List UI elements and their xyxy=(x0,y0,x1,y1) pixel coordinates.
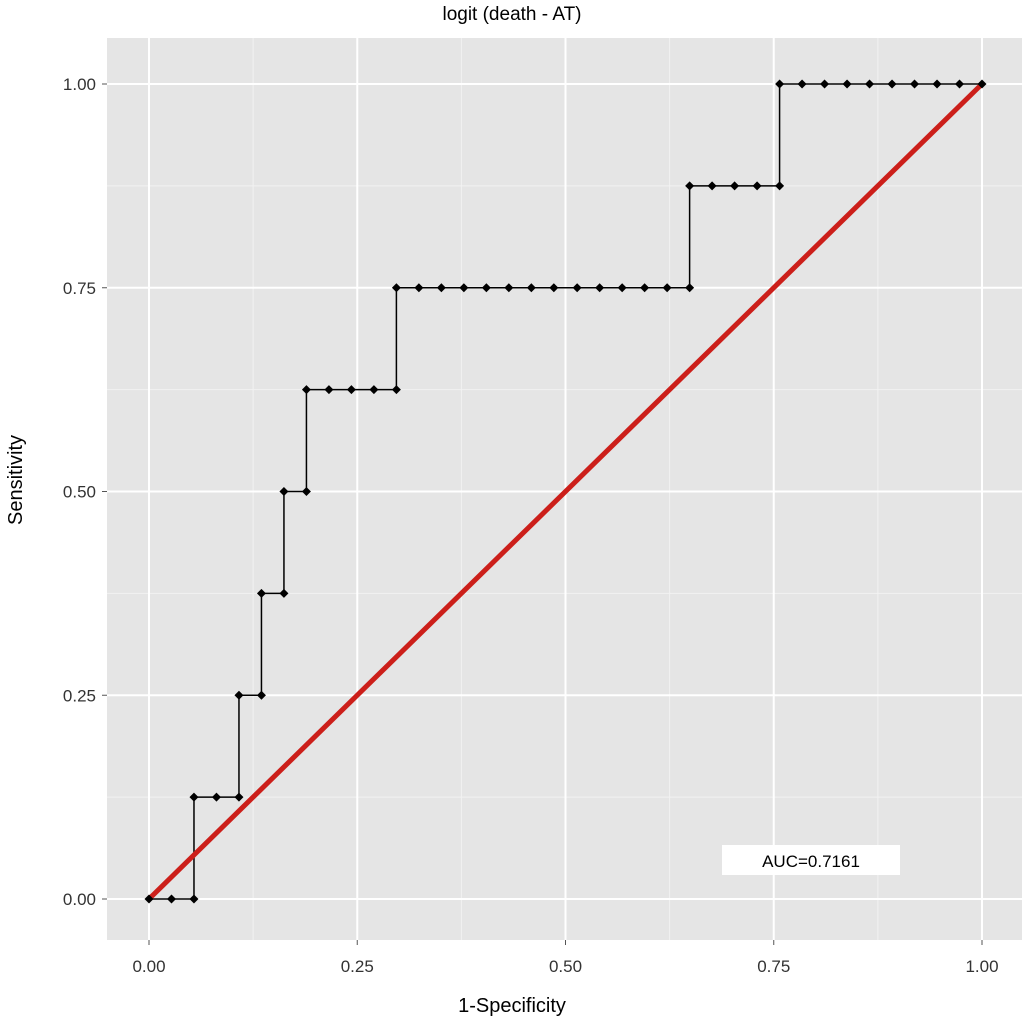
roc-point xyxy=(279,588,289,598)
y-tick-label: 0.25 xyxy=(63,686,96,705)
roc-point xyxy=(234,690,244,700)
y-tick-label: 0.50 xyxy=(63,483,96,502)
x-tick-label: 0.50 xyxy=(549,957,582,976)
auc-label: AUC=0.7161 xyxy=(762,852,860,871)
roc-point xyxy=(279,487,289,496)
roc-point xyxy=(572,283,582,293)
roc-point xyxy=(256,690,266,700)
roc-point xyxy=(369,385,379,395)
roc-point xyxy=(256,588,266,598)
roc-point xyxy=(211,792,221,802)
roc-point xyxy=(662,283,672,293)
roc-point xyxy=(842,79,852,89)
y-axis-label: Sensitivity xyxy=(5,435,27,525)
y-tick-label: 0.75 xyxy=(63,279,96,298)
roc-point xyxy=(865,79,875,89)
roc-curve-line xyxy=(149,83,982,900)
roc-point xyxy=(436,283,446,293)
axis-ticks: 0.00 0.25 0.50 0.75 1.00 0.00 0.25 0.50 0.75 1.00 xyxy=(63,75,999,976)
roc-point xyxy=(481,283,491,293)
roc-point xyxy=(955,79,965,89)
roc-point xyxy=(391,283,401,293)
roc-point xyxy=(685,283,695,293)
x-tick-label: 0.75 xyxy=(757,957,790,976)
roc-point xyxy=(820,79,830,89)
roc-point xyxy=(685,181,695,191)
roc-point xyxy=(144,894,154,904)
roc-point xyxy=(414,283,424,293)
roc-point xyxy=(707,181,717,191)
x-tick-label: 0.00 xyxy=(132,957,165,976)
roc-point xyxy=(752,181,762,191)
roc-point xyxy=(617,283,627,293)
x-axis-label: 1-Specificity xyxy=(458,995,566,1017)
roc-point xyxy=(549,283,559,293)
roc-point xyxy=(730,181,740,191)
roc-point xyxy=(775,181,785,191)
series-layer xyxy=(144,79,987,904)
roc-point xyxy=(504,283,514,293)
roc-point xyxy=(595,283,605,293)
roc-point xyxy=(301,385,311,395)
roc-point xyxy=(640,283,650,293)
roc-point xyxy=(775,79,785,89)
roc-point xyxy=(346,385,356,395)
roc-point xyxy=(932,79,942,89)
y-tick-label: 1.00 xyxy=(63,75,96,94)
x-tick-label: 0.25 xyxy=(341,957,374,976)
roc-point xyxy=(797,79,807,89)
x-tick-label: 1.00 xyxy=(965,957,998,976)
auc-label-box xyxy=(722,845,900,875)
roc-point xyxy=(887,79,897,89)
reference-diagonal-line xyxy=(147,82,984,901)
roc-point xyxy=(910,79,920,89)
roc-point xyxy=(234,792,244,802)
roc-point xyxy=(459,283,469,293)
roc-point xyxy=(301,487,311,496)
roc-point xyxy=(977,79,987,89)
roc-point xyxy=(189,894,199,904)
roc-point xyxy=(166,894,176,904)
roc-point xyxy=(391,385,401,395)
roc-point xyxy=(324,385,334,395)
roc-point xyxy=(526,283,536,293)
y-tick-label: 0.00 xyxy=(63,890,96,909)
chart-title: logit (death - AT) xyxy=(442,4,581,25)
roc-point xyxy=(189,792,199,802)
